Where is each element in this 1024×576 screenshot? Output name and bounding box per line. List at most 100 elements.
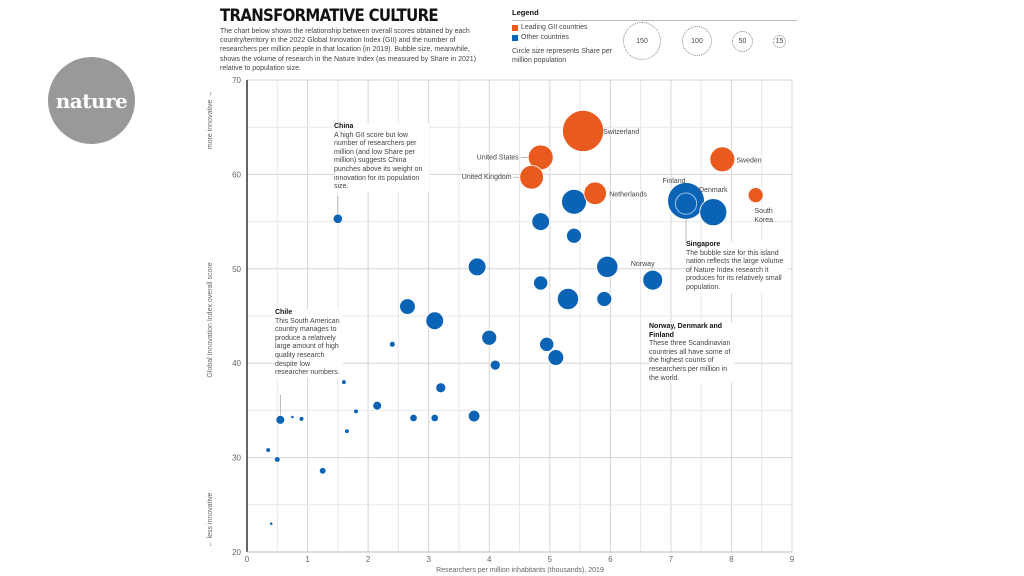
annotation-chile: Chile This South American country manage… — [275, 309, 343, 378]
nature-logo: nature — [48, 57, 135, 144]
y-axis-label-bottom: ← less innovative — [207, 492, 214, 547]
bubble-chile — [275, 414, 286, 425]
annotation-text: The bubble size for this island nation r… — [686, 249, 784, 291]
chart-title: TRANSFORMATIVE CULTURE — [220, 6, 439, 26]
bubble-denmark — [699, 198, 728, 227]
x-tick-label: 3 — [426, 555, 431, 564]
annotation-text: A high GII score but low number of resea… — [334, 131, 423, 191]
bubble-country — [389, 341, 396, 348]
size-key-100: 100 — [682, 26, 712, 56]
country-label: United States — [477, 154, 520, 161]
bubble-sweden — [709, 146, 736, 173]
bubble-country — [372, 400, 383, 411]
chart-subtitle: The chart below shows the relationship b… — [220, 28, 477, 72]
bubble-country — [489, 359, 501, 371]
annotation-title: Chile — [275, 309, 293, 316]
bubble-country — [409, 413, 418, 423]
legend-swatch-leading — [512, 24, 518, 31]
x-tick-label: 2 — [366, 555, 371, 564]
size-key-50: 50 — [732, 31, 753, 52]
annotation-text: This South American country manages to p… — [275, 317, 340, 377]
bubble-country — [298, 416, 305, 422]
country-label: Finland — [663, 178, 686, 185]
y-tick-label: 50 — [232, 265, 241, 274]
country-label: Switzerland — [603, 129, 639, 136]
bubble-country — [596, 255, 619, 278]
annotation-singapore: Singapore The bubble size for this islan… — [686, 241, 788, 293]
bubble-country — [435, 382, 447, 394]
y-tick-label: 40 — [232, 359, 241, 368]
x-tick-label: 0 — [245, 555, 250, 564]
bubble-country — [539, 336, 555, 352]
legend-title: Legend — [512, 8, 797, 21]
y-tick-label: 30 — [232, 454, 241, 463]
x-tick-label: 5 — [548, 555, 553, 564]
bubble-country — [344, 428, 350, 434]
bubble-finland — [667, 182, 705, 220]
bubble-china — [332, 213, 343, 224]
country-label: Netherlands — [609, 191, 647, 198]
bubble-country — [596, 291, 613, 307]
x-tick-label: 8 — [729, 555, 734, 564]
bubble-country — [467, 257, 487, 277]
legend: Legend Leading GII countries Other count… — [512, 8, 797, 65]
bubble-country — [533, 275, 549, 291]
bubble-country — [556, 287, 579, 311]
annotation-title: Singapore — [686, 241, 721, 248]
x-tick-label: 4 — [487, 555, 492, 564]
x-tick-label: 1 — [305, 555, 310, 564]
y-tick-label: 60 — [232, 170, 241, 179]
y-tick-label: 20 — [232, 548, 241, 557]
bubble-country — [481, 329, 498, 346]
country-label: Sweden — [736, 157, 761, 164]
size-key-150: 150 — [623, 22, 661, 60]
bubble-country — [467, 409, 481, 423]
x-tick-label: 7 — [669, 555, 674, 564]
bubble-country — [430, 413, 439, 423]
bubble-south-korea — [747, 187, 764, 204]
bubble-country — [265, 447, 271, 453]
bubble-country — [318, 467, 327, 475]
bubble-country — [425, 311, 445, 331]
x-axis-label: Researchers per million inhabitants (tho… — [436, 567, 604, 574]
bubble-switzerland — [562, 110, 605, 152]
country-label: South — [755, 208, 773, 215]
bubble-country — [273, 456, 281, 463]
bubble-country — [547, 349, 565, 366]
bubble-country — [290, 414, 295, 420]
legend-item-leading: Leading GII countries — [512, 24, 797, 31]
bubble-singapore — [674, 192, 698, 215]
y-tick-label: 70 — [232, 76, 241, 85]
country-label: Norway — [631, 261, 655, 268]
annotation-china: China A high GII score but low number of… — [334, 123, 429, 192]
x-tick-label: 6 — [608, 555, 613, 564]
country-label: Korea — [754, 217, 773, 224]
legend-size-note: Circle size represents Share per million… — [512, 48, 612, 64]
bubble-country — [399, 298, 416, 315]
bubble-netherlands — [583, 181, 607, 205]
bubble-united-kingdom — [519, 164, 544, 190]
bubble-country — [353, 408, 359, 415]
bubble-country — [561, 188, 587, 215]
size-key-15: 15 — [773, 35, 786, 48]
annotation-title: Norway, Denmark and Finland — [649, 323, 723, 339]
bubble-country — [566, 227, 582, 244]
country-label: Denmark — [699, 187, 728, 194]
annotation-nordic: Norway, Denmark and Finland These three … — [649, 323, 734, 384]
bubble-norway — [642, 269, 664, 291]
logo-text: nature — [55, 88, 128, 113]
bubble-country — [531, 212, 550, 231]
legend-label: Other countries — [521, 34, 569, 41]
y-axis-label-top: more innovative → — [207, 91, 214, 149]
x-tick-label: 9 — [790, 555, 795, 564]
country-label: United Kingdom — [462, 174, 512, 181]
bubble-country — [341, 379, 347, 385]
annotation-title: China — [334, 123, 354, 130]
legend-label: Leading GII countries — [521, 24, 588, 31]
legend-swatch-other — [512, 34, 518, 41]
annotation-text: These three Scandinavian countries all h… — [649, 340, 731, 382]
bubble-country — [269, 521, 274, 526]
legend-item-other: Other countries — [512, 34, 797, 41]
y-axis-label: Global Innovation Index overall score — [207, 262, 214, 377]
